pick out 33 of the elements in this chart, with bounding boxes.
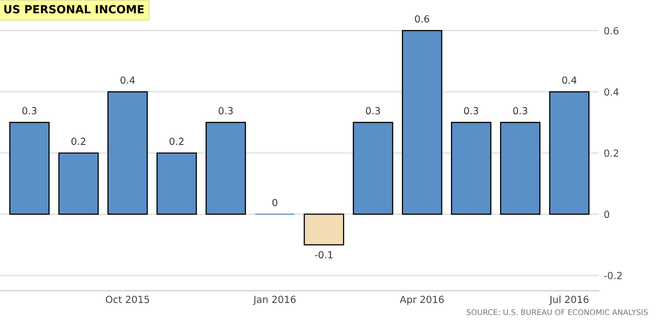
y-tick-label: 0.6 [604, 27, 618, 34]
data-label: 0.6 [415, 15, 430, 23]
bar [58, 152, 99, 215]
x-tick-label: Jan 2016 [252, 296, 296, 305]
data-label: -0.1 [314, 251, 333, 258]
data-label: 0.3 [464, 107, 478, 114]
bar [9, 122, 50, 215]
data-label: 0.3 [218, 107, 233, 114]
bar [352, 122, 394, 215]
bar [156, 152, 197, 215]
bar [107, 91, 148, 215]
x-tick-label: Oct 2015 [106, 296, 150, 304]
y-tick-label: 0 [604, 210, 610, 218]
chart-title: US PERSONAL INCOME [4, 5, 144, 14]
y-tick-label: -0.2 [604, 272, 622, 280]
x-tick-label: Jul 2016 [549, 296, 588, 305]
bar [206, 122, 246, 215]
data-label: 0.4 [562, 76, 577, 84]
bar [304, 214, 344, 246]
y-tick-label: 0.4 [604, 88, 619, 96]
bar [450, 122, 492, 215]
data-label: 0.3 [513, 107, 528, 114]
bar [500, 122, 540, 215]
data-label: 0.3 [22, 107, 36, 114]
bar [549, 91, 590, 215]
x-tick-label: Apr 2016 [400, 296, 444, 305]
data-label: 0.2 [71, 138, 86, 145]
data-label: 0.4 [120, 76, 135, 84]
data-label: 0.3 [366, 107, 380, 114]
data-label: 0 [272, 198, 278, 206]
data-label: 0.2 [170, 138, 184, 145]
y-tick-label: 0.2 [604, 149, 618, 157]
bar [402, 30, 442, 215]
